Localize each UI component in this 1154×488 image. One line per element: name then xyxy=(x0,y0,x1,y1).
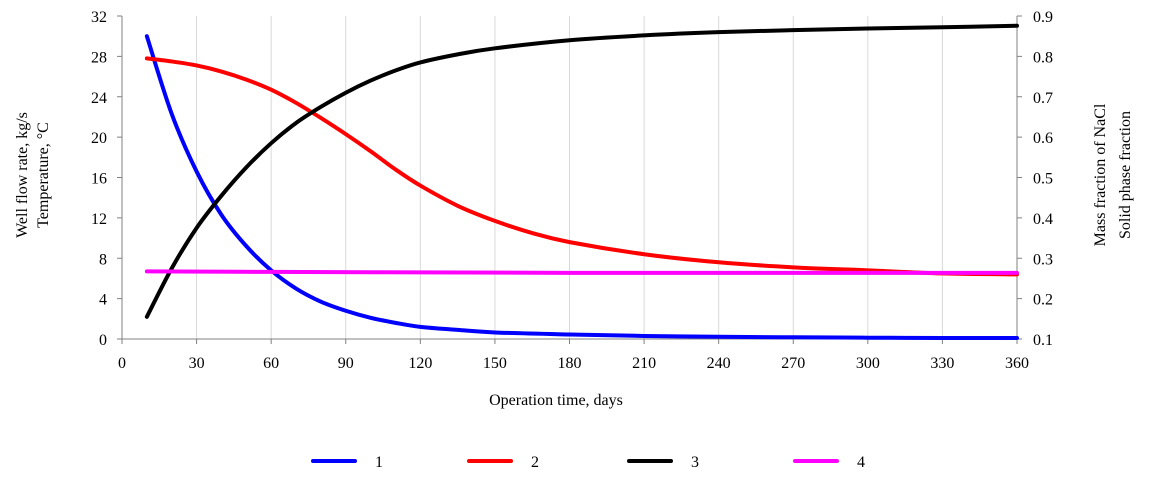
x-tick-label: 240 xyxy=(707,355,731,372)
y-right-tick-label: 0.6 xyxy=(1033,130,1053,147)
x-tick-label: 210 xyxy=(632,355,656,372)
y-right-tick-label: 0.5 xyxy=(1033,171,1053,188)
y-left-tick-label: 20 xyxy=(91,130,107,147)
y-right-axis-title-line1: Mass fraction of NaCl xyxy=(1092,103,1109,246)
y-right-tick-label: 0.4 xyxy=(1033,211,1053,228)
y-right-tick-label: 0.3 xyxy=(1033,251,1053,268)
x-tick-label: 30 xyxy=(189,355,205,372)
y-right-tick-label: 0.8 xyxy=(1033,49,1053,66)
y-right-axis-title-line2: Solid phase fraction xyxy=(1117,111,1134,239)
x-tick-label: 90 xyxy=(338,355,354,372)
x-tick-label: 150 xyxy=(483,355,507,372)
y-right-tick-label: 0.2 xyxy=(1033,292,1053,309)
y-left-tick-label: 12 xyxy=(91,211,107,228)
y-left-tick-label: 24 xyxy=(91,90,107,107)
y-left-axis-title-line1: Well flow rate, kg/s xyxy=(14,112,31,238)
legend-label-1: 1 xyxy=(375,454,383,471)
series-line-4 xyxy=(144,269,1019,275)
legend: 1 2 3 4 xyxy=(311,454,865,471)
y-left-tick-label: 32 xyxy=(91,9,107,26)
x-tick-label: 300 xyxy=(856,355,880,372)
series-line-3 xyxy=(144,23,1019,319)
y-left-tick-label: 4 xyxy=(99,292,107,309)
x-tick-label: 120 xyxy=(408,355,432,372)
y-right-tick-label: 0.9 xyxy=(1033,9,1053,26)
legend-label-2: 2 xyxy=(531,454,539,471)
y-left-tick-label: 28 xyxy=(91,49,107,66)
legend-label-4: 4 xyxy=(857,454,865,471)
x-tick-label: 270 xyxy=(781,355,805,372)
x-tick-label: 180 xyxy=(558,355,582,372)
y-left-tick-label: 0 xyxy=(99,332,107,349)
y-left-tick-label: 16 xyxy=(91,171,107,188)
x-tick-label: 60 xyxy=(263,355,279,372)
legend-label-3: 3 xyxy=(691,454,699,471)
tick-labels: 0 30 60 90 120 150 180 210 240 270 300 330 360 0 4 8 12 1… xyxy=(91,9,1053,372)
y-left-tick-label: 8 xyxy=(99,251,107,268)
grid-lines xyxy=(196,16,943,339)
series-line-1 xyxy=(144,34,1019,341)
y-left-axis-title-line2: Temperature, °C xyxy=(35,122,52,228)
x-tick-label: 330 xyxy=(930,355,954,372)
series-line-2 xyxy=(144,56,1019,277)
x-tick-label: 0 xyxy=(118,355,126,372)
y-right-tick-label: 0.7 xyxy=(1033,90,1053,107)
series-lines xyxy=(144,23,1019,341)
y-right-tick-label: 0.1 xyxy=(1033,332,1053,349)
x-tick-label: 360 xyxy=(1005,355,1029,372)
x-axis-title: Operation time, days xyxy=(489,392,623,409)
